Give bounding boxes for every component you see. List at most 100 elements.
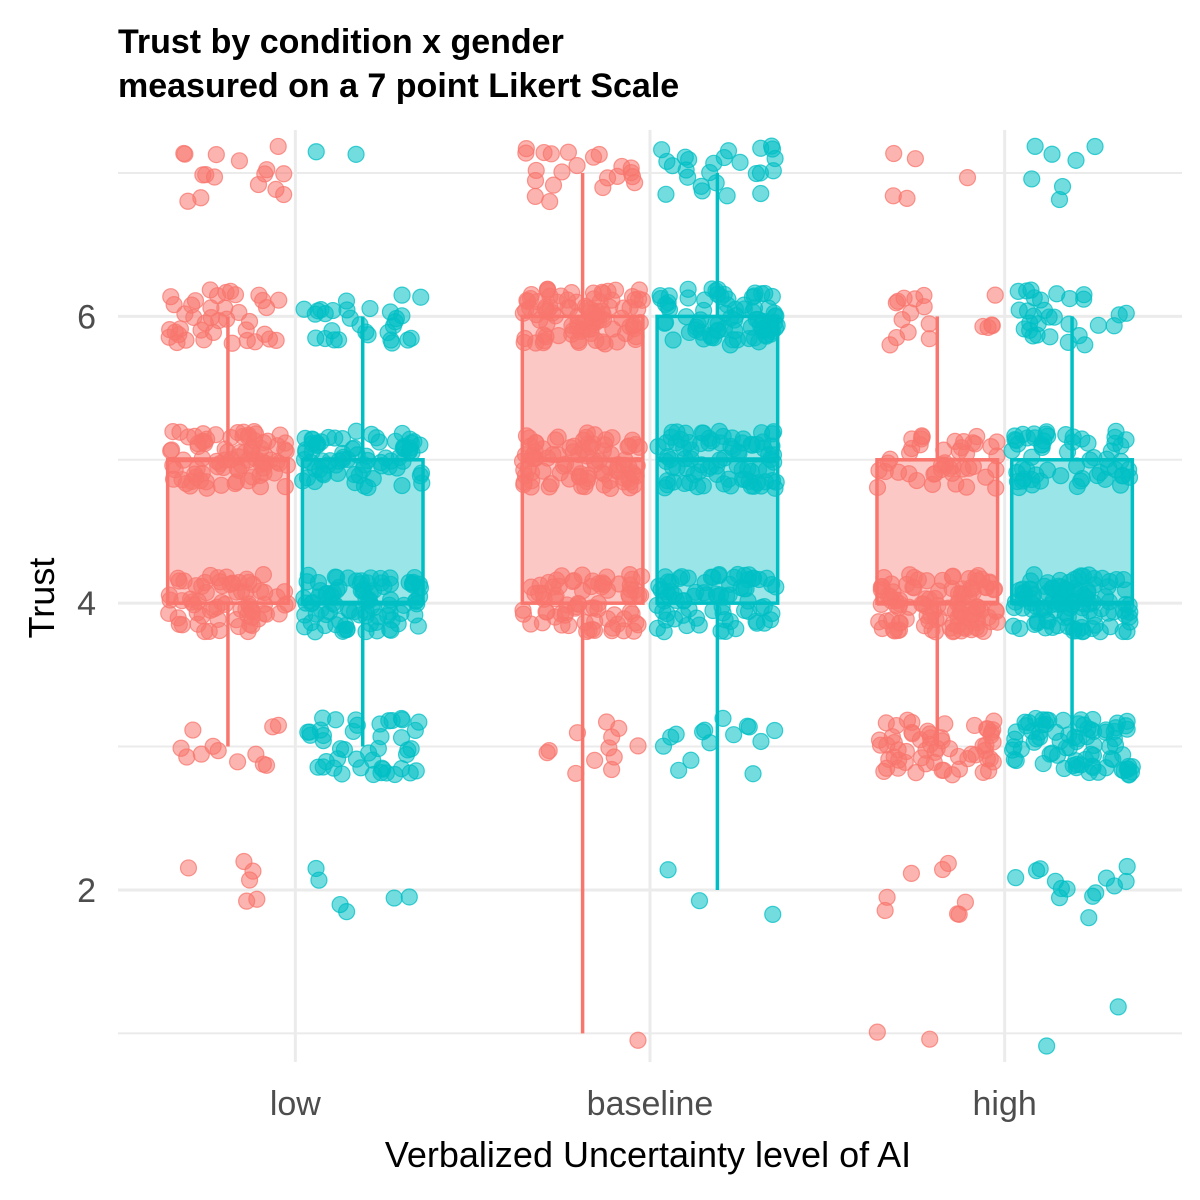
data-point (202, 309, 220, 327)
data-point (569, 332, 587, 350)
x-tick-label: low (270, 1085, 321, 1123)
data-point (621, 602, 640, 621)
data-point (625, 316, 643, 334)
data-point (170, 572, 188, 590)
data-point (185, 596, 203, 614)
data-point (576, 613, 594, 632)
data-point (709, 321, 727, 339)
data-point (1070, 581, 1088, 599)
data-point (690, 463, 708, 481)
data-point (710, 422, 728, 440)
data-point (173, 471, 191, 489)
data-point (1086, 137, 1104, 156)
data-point (670, 761, 688, 779)
data-point (739, 459, 757, 478)
data-point (748, 435, 766, 454)
data-point (694, 723, 712, 741)
data-point (659, 861, 677, 879)
data-point (986, 286, 1004, 304)
data-point (189, 435, 207, 453)
data-point (311, 721, 330, 739)
data-point (950, 760, 969, 778)
data-point (753, 320, 772, 338)
data-point (1097, 759, 1115, 777)
data-point (1051, 585, 1069, 603)
data-point (632, 586, 650, 604)
data-point (307, 143, 325, 161)
data-point (629, 1031, 647, 1049)
data-point (244, 862, 262, 880)
data-point (868, 478, 887, 497)
data-point (339, 569, 357, 587)
data-point (870, 731, 889, 749)
data-point (1045, 308, 1063, 326)
data-point (1037, 425, 1055, 443)
data-point (1059, 333, 1077, 351)
data-point (751, 164, 770, 182)
y-axis-ticks: 2 4 6 (77, 298, 96, 910)
data-point (1028, 326, 1046, 344)
data-point (982, 726, 1000, 744)
data-point (176, 145, 194, 163)
data-point (935, 441, 953, 459)
data-point (335, 741, 354, 759)
data-point (907, 764, 925, 782)
data-point (549, 428, 567, 446)
data-point (382, 331, 400, 349)
data-point (913, 595, 931, 613)
data-point (393, 476, 411, 495)
data-point (712, 586, 730, 604)
data-point (193, 464, 211, 483)
data-point (171, 423, 189, 441)
data-point (207, 145, 225, 164)
data-point (586, 751, 604, 769)
data-point (657, 185, 675, 203)
data-point (936, 715, 954, 733)
data-point (677, 161, 695, 179)
data-point (623, 570, 641, 588)
data-point (254, 566, 273, 584)
data-point (275, 165, 293, 183)
data-point (355, 581, 373, 599)
data-point (766, 721, 784, 740)
data-point (1028, 612, 1046, 630)
data-point (249, 175, 268, 194)
data-point (553, 163, 571, 181)
data-point (705, 154, 723, 172)
data-point (898, 189, 916, 207)
data-point (943, 568, 962, 586)
data-point (317, 753, 335, 771)
data-point (1043, 145, 1061, 163)
data-point (201, 566, 220, 585)
data-point (558, 291, 577, 309)
data-point (1059, 617, 1077, 636)
data-point (960, 459, 978, 477)
data-point (919, 722, 937, 740)
data-point (222, 450, 241, 469)
data-point (947, 475, 965, 493)
data-point (1074, 567, 1092, 585)
data-point (628, 457, 646, 475)
data-point (409, 617, 427, 635)
data-point (1084, 710, 1102, 729)
data-point (933, 860, 952, 879)
data-point (932, 729, 950, 747)
data-point (345, 465, 364, 484)
data-point (664, 331, 682, 349)
data-point (195, 331, 213, 349)
chart-title: Trust by condition x gender (118, 23, 564, 61)
data-point (269, 716, 288, 734)
data-point (267, 180, 285, 199)
data-point (228, 753, 247, 771)
data-point (738, 717, 757, 735)
data-point (629, 616, 647, 634)
data-point (906, 150, 924, 168)
data-point (359, 451, 377, 470)
data-point (551, 464, 569, 482)
data-point (1088, 466, 1106, 485)
data-point (692, 177, 710, 195)
data-point (527, 334, 545, 352)
data-point (556, 606, 574, 624)
data-point (623, 288, 642, 306)
data-point (1097, 869, 1116, 887)
